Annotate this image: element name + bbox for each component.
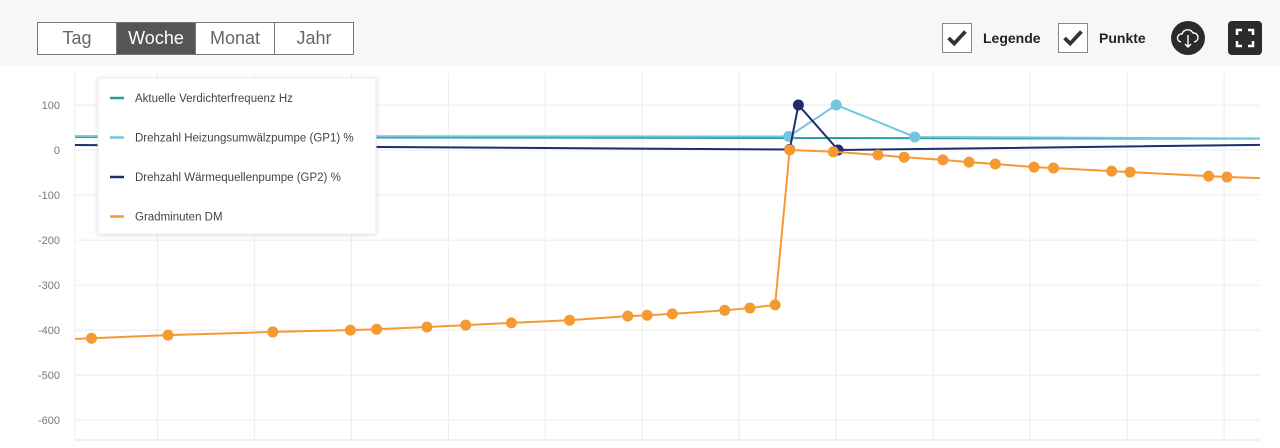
check-mark: [1063, 30, 1083, 47]
data-point: [344, 324, 356, 336]
y-tick-label: 100: [42, 100, 60, 112]
y-tick-label: -500: [38, 370, 60, 382]
period-button[interactable]: Tag: [38, 23, 117, 54]
data-point: [85, 332, 97, 344]
fullscreen-button[interactable]: [1228, 21, 1262, 55]
data-point: [989, 158, 1001, 170]
y-tick-label: 0: [54, 145, 60, 157]
legend-toggle[interactable]: Legende: [942, 22, 1041, 54]
legend-label: Aktuelle Verdichterfrequenz Hz: [135, 93, 293, 105]
data-point: [1047, 162, 1059, 174]
data-point: [872, 149, 884, 161]
data-point: [898, 151, 910, 163]
data-point: [1028, 161, 1040, 173]
data-point: [505, 317, 517, 329]
y-tick-label: -300: [38, 280, 60, 292]
data-point: [162, 329, 174, 341]
data-point: [460, 319, 472, 331]
legend-label: Drehzahl Heizungsumwälzpumpe (GP1) %: [135, 133, 354, 145]
checkbox[interactable]: [942, 23, 972, 53]
data-point: [744, 302, 756, 314]
data-point: [622, 310, 634, 322]
data-point: [666, 308, 678, 320]
data-point: [719, 304, 731, 316]
data-point: [371, 323, 383, 335]
data-point: [909, 131, 921, 143]
data-point: [792, 99, 804, 111]
checkbox-label: Legende: [983, 30, 1041, 46]
data-point: [769, 299, 781, 311]
points-toggle[interactable]: Punkte: [1058, 22, 1146, 54]
data-point: [963, 156, 975, 168]
checkbox[interactable]: [1058, 23, 1088, 53]
period-button[interactable]: Woche: [117, 23, 196, 54]
y-tick-label: -400: [38, 325, 60, 337]
data-point: [564, 314, 576, 326]
checkbox-label: Punkte: [1099, 30, 1146, 46]
data-point: [1221, 171, 1233, 183]
y-tick-label: -200: [38, 235, 60, 247]
y-tick-label: -100: [38, 190, 60, 202]
data-point: [937, 154, 949, 166]
y-tick-label: -600: [38, 415, 60, 427]
data-point: [1124, 166, 1136, 178]
data-point: [1106, 165, 1118, 177]
data-point: [1203, 170, 1215, 182]
legend-label: Drehzahl Wärmequellenpumpe (GP2) %: [135, 172, 341, 184]
data-point: [830, 99, 842, 111]
period-selector: Tag Woche Monat Jahr: [37, 22, 354, 55]
legend-box: [97, 77, 377, 235]
download-button[interactable]: [1170, 20, 1206, 56]
period-button[interactable]: Monat: [196, 23, 275, 54]
period-button[interactable]: Jahr: [275, 23, 353, 54]
legend-label: Gradminuten DM: [135, 212, 223, 224]
data-point: [421, 321, 433, 333]
data-point: [827, 146, 839, 158]
check-mark: [947, 30, 967, 47]
data-point: [784, 144, 796, 156]
data-point: [267, 326, 279, 338]
data-point: [641, 309, 653, 321]
